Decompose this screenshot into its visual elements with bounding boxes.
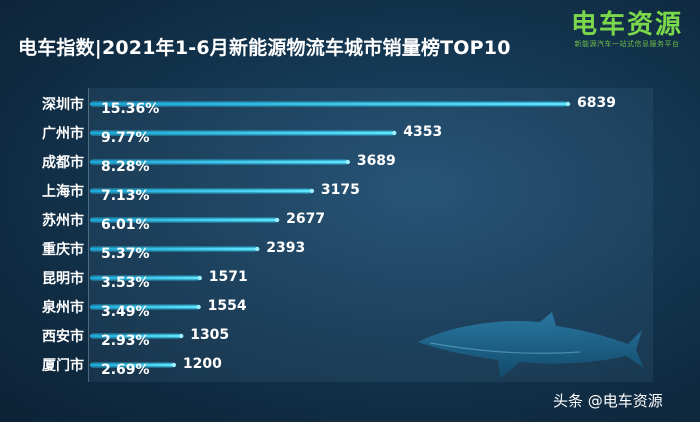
watermark: 头条 @电车资源: [553, 392, 663, 410]
value-label: 3689: [357, 153, 396, 169]
bar: [90, 247, 258, 251]
share-label: 6.01%: [101, 217, 150, 233]
category-label: 泉州市: [42, 299, 84, 316]
bar: [90, 334, 182, 338]
value-label: 1200: [183, 356, 222, 372]
bar: [90, 160, 348, 164]
chart-title: 电车指数|2021年1-6月新能源物流车城市销量榜TOP10: [18, 37, 511, 59]
bars-layer: 深圳市 15.36% 6839 广州市 9.77% 4353 成都市 8.28% 3689 上海市…: [42, 95, 616, 378]
bar: [90, 131, 395, 135]
share-label: 9.77%: [101, 130, 150, 146]
bar-tip: [171, 362, 177, 368]
bar-tip: [179, 333, 184, 339]
value-label: 1571: [209, 269, 248, 285]
category-label: 昆明市: [42, 270, 84, 287]
bar: [90, 189, 312, 193]
value-label: 2677: [286, 211, 325, 227]
bar: [90, 102, 568, 106]
bar: [90, 305, 199, 309]
value-label: 4353: [403, 124, 442, 140]
share-label: 2.69%: [101, 362, 150, 378]
share-label: 15.36%: [101, 101, 159, 117]
category-label: 重庆市: [42, 241, 84, 258]
bar-tip: [196, 304, 201, 310]
brand-logo: 电车资源 新能源汽车一站式信息服务平台: [563, 10, 691, 49]
share-label: 3.53%: [101, 275, 150, 291]
bar-tip: [255, 246, 260, 252]
bar-tip: [309, 188, 315, 194]
value-label: 1554: [208, 298, 247, 314]
share-label: 8.28%: [101, 159, 150, 175]
value-label: 3175: [321, 182, 360, 198]
bar-tip: [565, 101, 571, 107]
category-label: 上海市: [42, 183, 84, 200]
share-label: 3.49%: [101, 304, 150, 320]
value-label: 6839: [577, 95, 616, 111]
bar: [90, 363, 174, 367]
bar-tip: [197, 275, 203, 281]
bar-tip: [345, 159, 351, 165]
share-label: 2.93%: [101, 333, 150, 349]
category-label: 成都市: [42, 154, 84, 171]
value-label: 1305: [190, 327, 229, 343]
share-label: 7.13%: [101, 188, 150, 204]
shark-silhouette-icon: [418, 312, 644, 378]
share-label: 5.37%: [101, 246, 150, 262]
category-label: 西安市: [42, 328, 84, 345]
bar-tip: [274, 217, 280, 223]
bar: [90, 276, 200, 280]
bar-tip: [392, 130, 397, 136]
bar: [90, 218, 278, 222]
category-label: 厦门市: [42, 357, 84, 374]
category-label: 苏州市: [42, 212, 84, 229]
brand-logo-tagline: 新能源汽车一站式信息服务平台: [574, 40, 680, 48]
category-label: 广州市: [42, 125, 84, 142]
category-label: 深圳市: [42, 96, 84, 113]
value-label: 2393: [266, 240, 305, 256]
brand-logo-name: 电车资源: [570, 10, 683, 40]
